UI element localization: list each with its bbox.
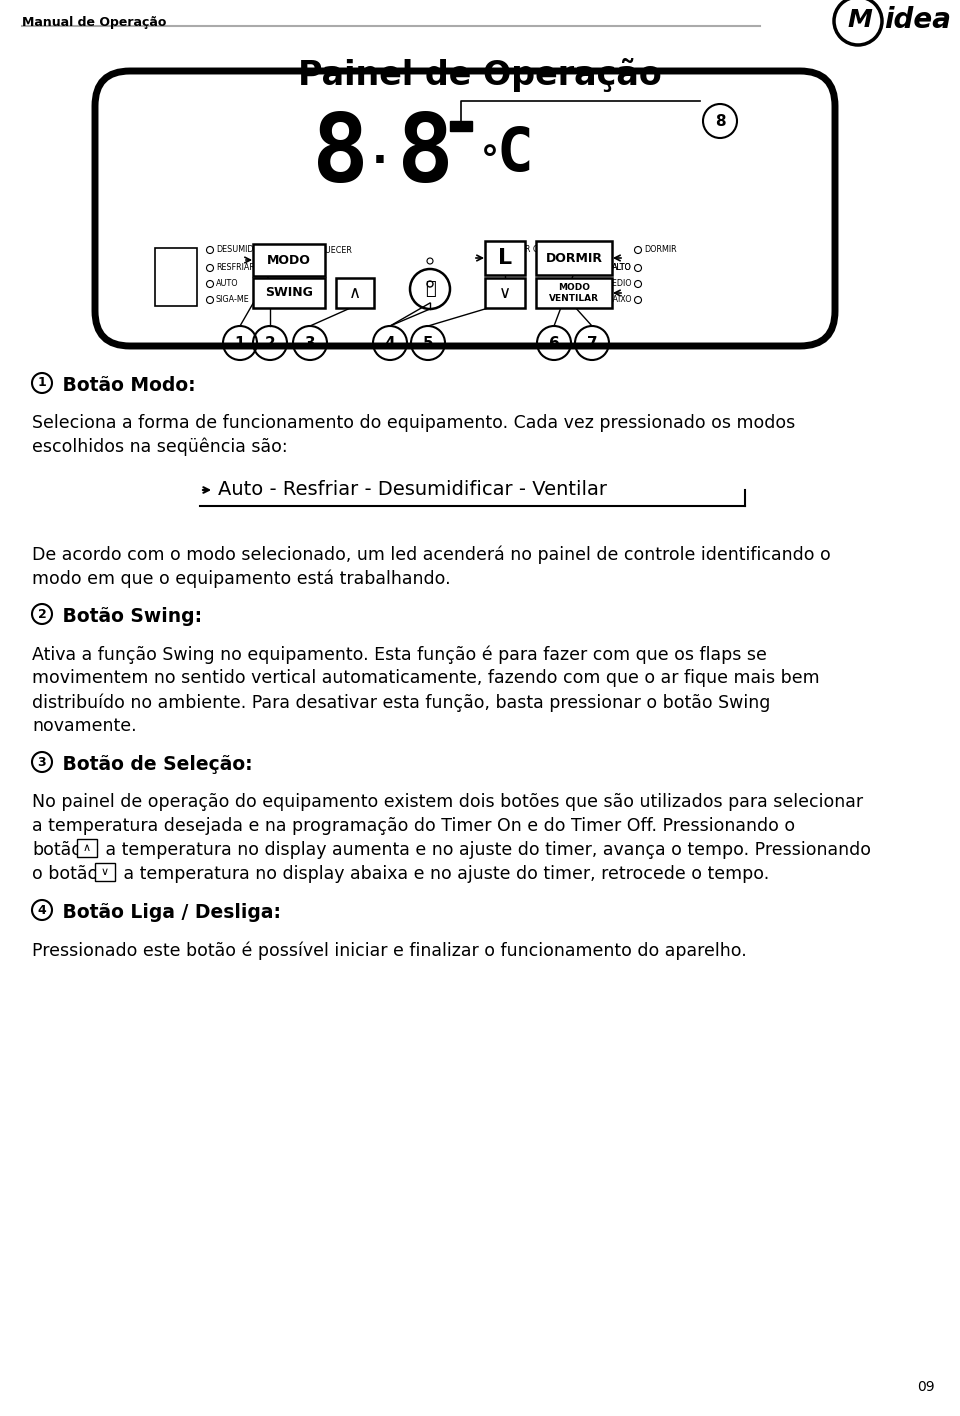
FancyBboxPatch shape bbox=[536, 278, 612, 309]
Text: DESUMID.: DESUMID. bbox=[216, 245, 256, 255]
Text: .: . bbox=[372, 130, 388, 171]
Text: °: ° bbox=[481, 144, 499, 178]
Text: movimentem no sentido vertical automaticamente, fazendo com que o ar fique mais : movimentem no sentido vertical automatic… bbox=[32, 668, 820, 687]
Text: Pressionado este botão é possível iniciar e finalizar o funcionamento do aparelh: Pressionado este botão é possível inicia… bbox=[32, 942, 747, 960]
Text: DORMIR: DORMIR bbox=[644, 245, 677, 255]
Text: ⏻: ⏻ bbox=[424, 280, 436, 297]
Text: a temperatura no display aumenta e no ajuste do timer, avança o tempo. Pressiona: a temperatura no display aumenta e no aj… bbox=[100, 841, 871, 860]
Text: 8: 8 bbox=[714, 113, 726, 129]
Text: botão: botão bbox=[32, 841, 82, 860]
Text: Botão Swing:: Botão Swing: bbox=[56, 607, 203, 626]
Text: a temperatura desejada e na programação do Timer On e do Timer Off. Pressionando: a temperatura desejada e na programação … bbox=[32, 817, 795, 835]
Text: Botão Modo:: Botão Modo: bbox=[56, 377, 196, 395]
Text: AQUECER: AQUECER bbox=[314, 245, 353, 255]
Text: MODO
VENTILAR: MODO VENTILAR bbox=[549, 283, 599, 303]
Text: AUTO: AUTO bbox=[216, 279, 239, 289]
Text: ∧: ∧ bbox=[348, 285, 361, 302]
FancyBboxPatch shape bbox=[95, 71, 835, 346]
FancyBboxPatch shape bbox=[253, 244, 325, 276]
Text: BAIXO: BAIXO bbox=[608, 296, 632, 304]
Text: idea: idea bbox=[884, 6, 951, 34]
Text: 5: 5 bbox=[422, 336, 433, 351]
Text: 1: 1 bbox=[37, 377, 46, 389]
Text: 4: 4 bbox=[37, 903, 46, 916]
Text: ∧: ∧ bbox=[83, 843, 91, 852]
Bar bbox=[155, 248, 197, 306]
Bar bbox=[450, 120, 472, 132]
FancyBboxPatch shape bbox=[95, 862, 115, 881]
Text: 7: 7 bbox=[587, 336, 597, 351]
FancyBboxPatch shape bbox=[536, 241, 612, 275]
Text: 4: 4 bbox=[385, 336, 396, 351]
FancyBboxPatch shape bbox=[253, 278, 325, 309]
Text: Auto - Resfriar - Desumidificar - Ventilar: Auto - Resfriar - Desumidificar - Ventil… bbox=[218, 480, 607, 498]
Text: 8: 8 bbox=[312, 110, 369, 202]
Text: Ativa a função Swing no equipamento. Esta função é para fazer com que os flaps s: Ativa a função Swing no equipamento. Est… bbox=[32, 646, 767, 664]
Text: 3: 3 bbox=[37, 756, 46, 769]
Text: VENTILAR: VENTILAR bbox=[264, 245, 302, 255]
Text: Manual de Operação: Manual de Operação bbox=[22, 16, 166, 28]
Text: De acordo com o modo selecionado, um led acenderá no painel de controle identifi: De acordo com o modo selecionado, um led… bbox=[32, 545, 830, 564]
Text: o botão: o botão bbox=[32, 865, 98, 884]
FancyBboxPatch shape bbox=[485, 241, 525, 275]
Text: Botão de Seleção:: Botão de Seleção: bbox=[56, 755, 252, 775]
Text: M: M bbox=[848, 8, 873, 33]
Text: Botão Liga / Desliga:: Botão Liga / Desliga: bbox=[56, 903, 281, 922]
FancyBboxPatch shape bbox=[77, 840, 97, 857]
Text: ALTO: ALTO bbox=[612, 263, 632, 272]
Text: 2: 2 bbox=[265, 336, 276, 351]
Text: ALTO: ALTO bbox=[612, 263, 632, 272]
Text: RESFRIAR: RESFRIAR bbox=[216, 263, 254, 272]
Text: SWING: SWING bbox=[265, 286, 313, 300]
Text: 2: 2 bbox=[37, 607, 46, 620]
Text: SIGA-ME: SIGA-ME bbox=[216, 296, 250, 304]
Text: modo em que o equipamento está trabalhando.: modo em que o equipamento está trabalhan… bbox=[32, 569, 450, 588]
Text: TIMER OFF: TIMER OFF bbox=[506, 245, 548, 255]
Text: No painel de operação do equipamento existem dois botões que são utilizados para: No painel de operação do equipamento exi… bbox=[32, 793, 863, 811]
Text: 3: 3 bbox=[304, 336, 315, 351]
Text: MODO: MODO bbox=[267, 253, 311, 266]
Text: DORMIR: DORMIR bbox=[545, 252, 603, 265]
Text: L: L bbox=[498, 248, 512, 268]
Text: C: C bbox=[496, 125, 534, 184]
Text: 09: 09 bbox=[918, 1381, 935, 1393]
Text: escolhidos na seqüência são:: escolhidos na seqüência são: bbox=[32, 438, 288, 456]
Text: ∨: ∨ bbox=[101, 867, 109, 877]
Text: novamente.: novamente. bbox=[32, 716, 136, 735]
Text: MEDIO: MEDIO bbox=[606, 279, 632, 289]
Text: TIMER ON: TIMER ON bbox=[564, 245, 603, 255]
Text: distribuído no ambiente. Para desativar esta função, basta pressionar o botão Sw: distribuído no ambiente. Para desativar … bbox=[32, 692, 770, 711]
Text: 1: 1 bbox=[235, 336, 245, 351]
Text: Painel de Operação: Painel de Operação bbox=[299, 58, 661, 92]
FancyBboxPatch shape bbox=[485, 278, 525, 309]
Text: a temperatura no display abaixa e no ajuste do timer, retrocede o tempo.: a temperatura no display abaixa e no aju… bbox=[118, 865, 769, 884]
Text: Seleciona a forma de funcionamento do equipamento. Cada vez pressionado os modos: Seleciona a forma de funcionamento do eq… bbox=[32, 413, 795, 432]
FancyBboxPatch shape bbox=[336, 278, 374, 309]
Text: 6: 6 bbox=[548, 336, 560, 351]
Text: 8: 8 bbox=[396, 110, 453, 202]
Text: ∨: ∨ bbox=[499, 285, 511, 302]
